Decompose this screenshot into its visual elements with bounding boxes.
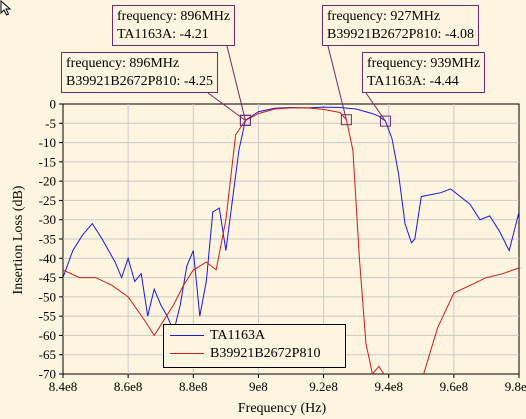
anno4-freq-value: 939MHz bbox=[430, 56, 481, 71]
mouse-pointer-icon bbox=[0, 0, 12, 16]
x-tick-label: 8.6e8 bbox=[114, 379, 143, 394]
anno2-freq-value: 896MHz bbox=[129, 56, 180, 71]
anno1-series-value: -4.21 bbox=[179, 27, 209, 42]
tick-layer: 8.4e8 8.6e8 8.8e8 9e8 9.2e8 9.4e8 9.6e8 9.8e8 0 -… bbox=[39, 97, 526, 395]
anno2-series-value: -4.25 bbox=[183, 74, 214, 89]
anno4-series-label: TA1163A: bbox=[367, 74, 427, 89]
x-tick-label: 9.6e8 bbox=[440, 379, 469, 394]
x-tick-label: 8.8e8 bbox=[179, 379, 208, 394]
x-axis-title: Frequency (Hz) bbox=[238, 401, 327, 416]
anno3-freq-label: frequency: bbox=[327, 9, 387, 24]
y-tick-label: -55 bbox=[39, 309, 56, 324]
y-tick-label: -45 bbox=[39, 270, 56, 285]
y-tick-label: -5 bbox=[45, 116, 56, 131]
y-tick-label: -70 bbox=[39, 367, 56, 382]
x-tick-label: 8.4e8 bbox=[49, 379, 78, 394]
anno1-freq-label: frequency: bbox=[117, 9, 177, 24]
y-tick-label: -50 bbox=[39, 289, 56, 304]
annotation-box-2: frequency: 896MHz B39921B2672P810: -4.25 bbox=[61, 52, 219, 93]
legend-label-b39921b2672p810: B39921B2672P810 bbox=[210, 346, 321, 361]
y-tick-label: -35 bbox=[39, 232, 56, 247]
annotation-box-1: frequency: 896MHz TA1163A: -4.21 bbox=[112, 5, 236, 46]
legend: TA1163A B39921B2672P810 bbox=[163, 324, 346, 368]
y-tick-label: -30 bbox=[39, 212, 56, 227]
annotation-box-3: frequency: 927MHz B39921B2672P810: -4.08 bbox=[322, 5, 480, 46]
y-tick-label: -65 bbox=[39, 347, 56, 362]
y-tick-label: -20 bbox=[39, 174, 56, 189]
y-tick-label: -60 bbox=[39, 328, 56, 343]
anno2-series-label: B39921B2672P810: bbox=[66, 74, 181, 89]
y-tick-label: -15 bbox=[39, 154, 56, 169]
x-tick-label: 9.8e8 bbox=[505, 379, 526, 394]
y-axis-title: Insertion Loss (dB) bbox=[11, 185, 26, 294]
y-tick-label: -40 bbox=[39, 251, 56, 266]
anno3-series-label: B39921B2672P810: bbox=[327, 27, 442, 42]
y-tick-label: -10 bbox=[39, 135, 56, 150]
anno3-series-value: -4.08 bbox=[444, 27, 475, 42]
legend-item-b39921b2672p810: B39921B2672P810 bbox=[170, 346, 320, 362]
legend-item-ta1163a: TA1163A bbox=[170, 328, 265, 344]
leader-line-1 bbox=[226, 45, 246, 121]
legend-label-ta1163a: TA1163A bbox=[210, 328, 266, 343]
x-tick-label: 9.2e8 bbox=[309, 379, 338, 394]
anno2-freq-label: frequency: bbox=[66, 56, 126, 71]
leader-line-3 bbox=[327, 45, 347, 120]
marker-2 bbox=[239, 114, 251, 126]
anno1-series-label: TA1163A: bbox=[117, 27, 177, 42]
anno1-freq-value: 896MHz bbox=[180, 9, 231, 24]
marker-layer bbox=[239, 114, 391, 127]
leader-line-4 bbox=[365, 92, 386, 122]
series-line-1 bbox=[63, 107, 519, 374]
anno3-freq-value: 927MHz bbox=[390, 9, 441, 24]
legend-swatch-ta1163a bbox=[170, 335, 204, 337]
legend-swatch-b39921b2672p810 bbox=[170, 353, 204, 355]
x-tick-label: 9.4e8 bbox=[374, 379, 403, 394]
y-tick-label: -25 bbox=[39, 193, 56, 208]
anno4-freq-label: frequency: bbox=[367, 56, 427, 71]
marker-3 bbox=[340, 114, 352, 126]
anno4-series-value: -4.44 bbox=[429, 74, 459, 89]
marker-4 bbox=[379, 115, 391, 127]
y-tick-label: 0 bbox=[50, 97, 57, 112]
leader-layer bbox=[207, 45, 386, 122]
leader-line-2 bbox=[207, 92, 246, 121]
x-tick-label: 9e8 bbox=[249, 379, 268, 394]
annotation-box-4: frequency: 939MHz TA1163A: -4.44 bbox=[362, 52, 486, 93]
